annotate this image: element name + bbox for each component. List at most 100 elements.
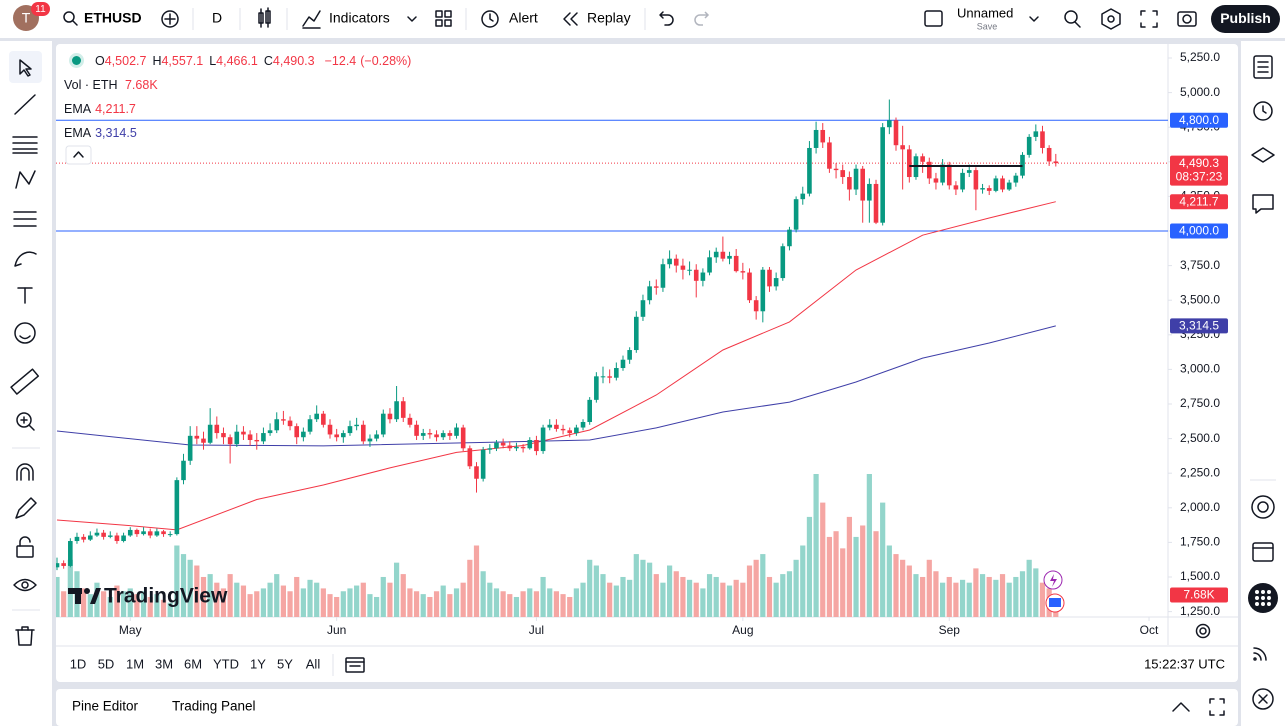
stay-drawing-tool[interactable] [15, 497, 37, 519]
clock: 15:22:37 UTC [1144, 656, 1225, 671]
bottom-tab[interactable]: Pine Editor [72, 699, 139, 714]
y-tick-label: 3,750.0 [1180, 258, 1220, 272]
timeframe-button[interactable]: All [306, 656, 321, 671]
volume-bar [334, 596, 340, 617]
search-icon[interactable] [63, 11, 78, 26]
delete-tool[interactable] [15, 626, 35, 646]
timeframe-button[interactable]: 3M [155, 656, 173, 671]
volume-bar [207, 574, 213, 617]
chevron[interactable] [1029, 16, 1039, 22]
timeframe-button[interactable]: 5D [98, 656, 115, 671]
expand-icon[interactable] [1172, 702, 1190, 712]
volume-bar [653, 574, 659, 617]
volume-bar [700, 588, 706, 617]
candle-body [873, 183, 879, 223]
date-range-icon[interactable] [345, 657, 365, 673]
forecast-tool[interactable] [13, 211, 37, 227]
quick-search-icon[interactable] [1064, 10, 1081, 28]
candle-body [420, 433, 426, 436]
cursor-tool[interactable] [19, 59, 32, 77]
hide-tool[interactable] [13, 578, 37, 592]
fullscreen-icon[interactable] [1140, 10, 1158, 28]
ruler-tool[interactable] [10, 368, 40, 395]
alert[interactable]: Alert [509, 10, 538, 26]
top-bar [0, 0, 1285, 38]
layout-icon[interactable] [924, 10, 943, 27]
undo-icon[interactable] [659, 11, 674, 26]
interval[interactable]: D [212, 10, 222, 26]
timeframe-button[interactable]: 5Y [277, 656, 293, 671]
chat-icon[interactable] [1252, 194, 1274, 214]
candle-body [507, 445, 513, 449]
price-badge [1170, 587, 1228, 603]
y-tick-label: 2,250.0 [1180, 465, 1220, 479]
collapse-chevron[interactable] [73, 151, 84, 158]
replay[interactable]: Replay [587, 10, 631, 26]
settings-icon[interactable] [1101, 8, 1121, 30]
magnet-tool[interactable] [16, 463, 34, 481]
icon-tool[interactable] [14, 322, 36, 344]
bottom-tab[interactable]: Trading Panel [172, 699, 256, 714]
candle-body [847, 177, 852, 190]
ohlc-value: 4,466.1 [216, 54, 258, 68]
alerts-icon[interactable] [1253, 101, 1273, 121]
volume-bar [1019, 571, 1026, 617]
symbol[interactable]: ETHUSD [84, 10, 142, 26]
volume-bar [533, 591, 540, 617]
data-window-icon[interactable] [1251, 147, 1275, 163]
trend-line-tool[interactable] [14, 94, 36, 115]
timeframe-button[interactable]: YTD [213, 656, 239, 671]
snapshot-icon[interactable] [1177, 11, 1197, 27]
zoom-tool[interactable] [16, 412, 35, 431]
volume-bar [993, 579, 999, 617]
publish[interactable]: Publish [1220, 10, 1271, 26]
chevron[interactable] [407, 16, 417, 22]
candle-body [107, 535, 113, 537]
ideas-icon[interactable] [1251, 495, 1275, 519]
y-tick-label: 5,250.0 [1180, 50, 1220, 64]
collapse-button[interactable] [65, 145, 92, 165]
chart-type-icon[interactable] [258, 7, 271, 28]
layouts-icon[interactable] [435, 10, 452, 27]
y-tick-label: 2,000.0 [1180, 500, 1220, 514]
replay-icon[interactable] [563, 12, 578, 26]
alert-icon[interactable] [481, 10, 499, 28]
candle-body [966, 170, 972, 173]
watchlist-icon[interactable] [1253, 55, 1273, 79]
help-icon[interactable] [1252, 688, 1274, 710]
compare-icon[interactable] [161, 10, 179, 28]
timeframe-button[interactable]: 1M [126, 656, 144, 671]
candle-body [174, 480, 180, 535]
layout-name[interactable]: Unnamed [957, 5, 1013, 20]
text-tool[interactable] [17, 287, 33, 304]
maximize-icon[interactable] [1209, 698, 1225, 716]
signal-icon[interactable] [1253, 647, 1267, 661]
price-badge-label: 3,314.5 [1179, 319, 1219, 333]
brush-tool[interactable] [14, 251, 37, 267]
timeframe-button[interactable]: 1Y [250, 656, 266, 671]
volume-bar [513, 596, 520, 617]
publish-button[interactable] [1211, 5, 1280, 33]
fib-tool[interactable] [12, 136, 38, 154]
volume-bar [120, 591, 127, 617]
lock-tool[interactable] [16, 536, 34, 558]
candle-body [753, 300, 759, 312]
bottom-panel [56, 689, 1238, 726]
volume-bar [973, 568, 979, 617]
pattern-tool[interactable] [15, 170, 36, 189]
timeframe-button[interactable]: 6M [184, 656, 202, 671]
indicators[interactable]: Indicators [329, 10, 390, 26]
timeframe-button[interactable]: 1D [70, 656, 87, 671]
volume-bar [999, 574, 1006, 617]
candle-body [1053, 161, 1059, 164]
calendar-icon[interactable] [1252, 542, 1274, 562]
candle-body [813, 129, 819, 148]
volume-bar [560, 594, 566, 617]
indicators-icon[interactable] [302, 10, 321, 29]
axis-settings-icon[interactable] [1195, 623, 1211, 639]
save[interactable]: Save [977, 21, 998, 31]
redo-icon[interactable] [694, 11, 710, 26]
volume-name: Vol · ETH [64, 78, 118, 92]
volume-bar [340, 591, 346, 617]
price-badge [1170, 194, 1228, 210]
